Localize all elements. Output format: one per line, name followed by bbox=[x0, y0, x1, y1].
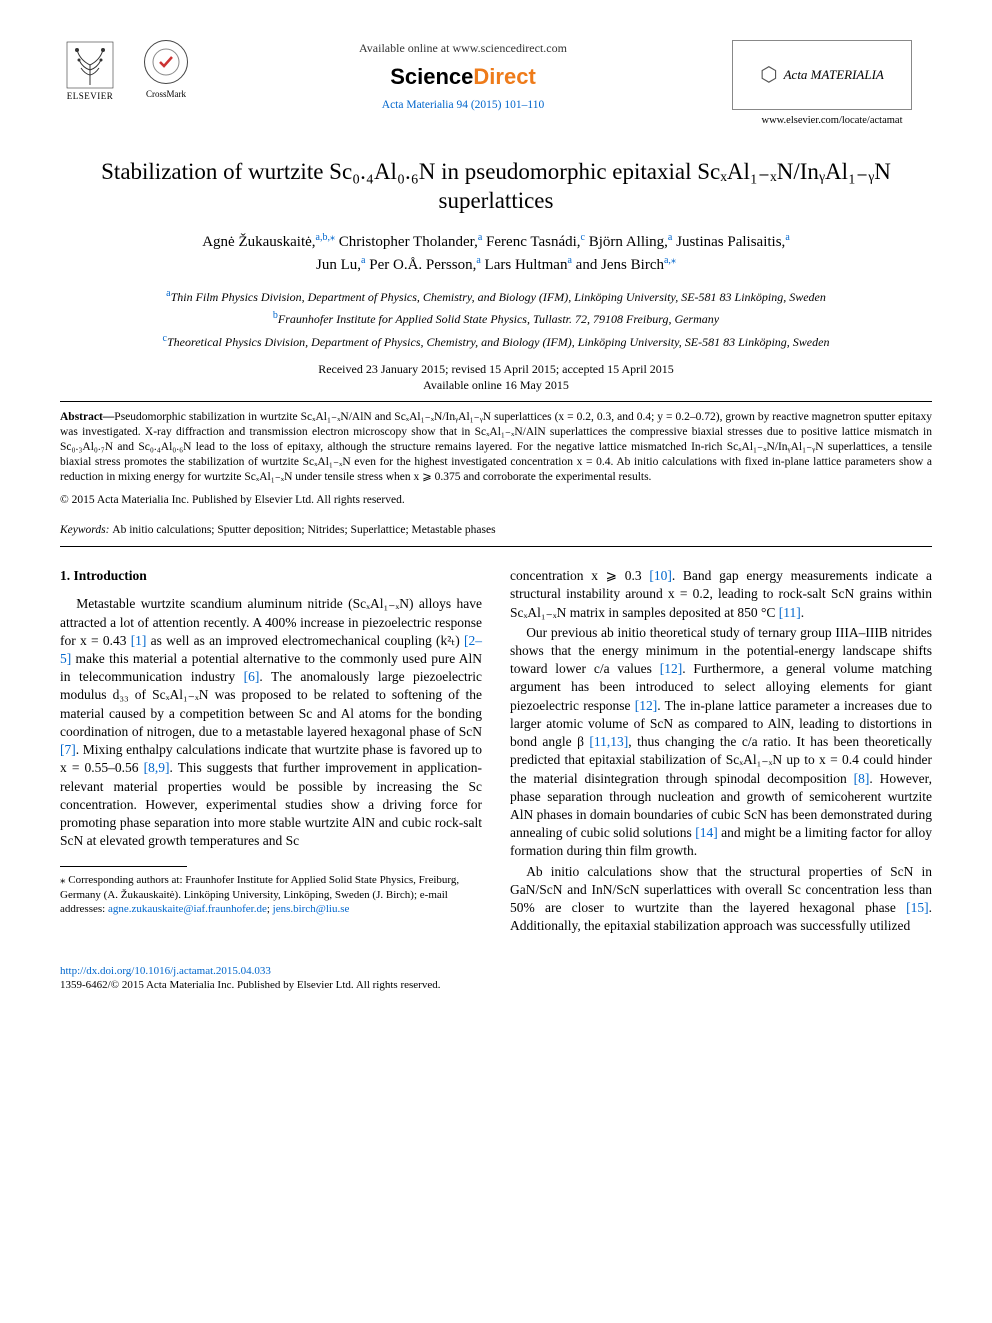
citation-link[interactable]: [12] bbox=[660, 661, 683, 676]
body-text: as well as an improved electromechanical… bbox=[146, 633, 464, 648]
doi-link[interactable]: http://dx.doi.org/10.1016/j.actamat.2015… bbox=[60, 965, 271, 977]
dates-online: Available online 16 May 2015 bbox=[423, 378, 569, 392]
citation-link[interactable]: [12] bbox=[635, 698, 658, 713]
author-affil[interactable]: a bbox=[567, 255, 571, 266]
author: Christopher Tholander, bbox=[339, 234, 478, 250]
author: Per O.Å. Persson, bbox=[369, 257, 476, 273]
journal-header: ELSEVIER CrossMark Available online at w… bbox=[60, 40, 932, 128]
copyright-line: © 2015 Acta Materialia Inc. Published by… bbox=[60, 493, 932, 509]
header-right: ⬡ Acta MATERIALIA www.elsevier.com/locat… bbox=[732, 40, 932, 128]
body-text: . bbox=[801, 605, 804, 620]
citation-link[interactable]: [8,9] bbox=[144, 760, 170, 775]
citation-link[interactable]: [11] bbox=[779, 605, 801, 620]
author: Lars Hultman bbox=[485, 257, 568, 273]
issn-copyright: 1359-6462/© 2015 Acta Materialia Inc. Pu… bbox=[60, 978, 932, 993]
dates-received: Received 23 January 2015; revised 15 Apr… bbox=[318, 362, 674, 376]
keywords-line: Keywords: Ab initio calculations; Sputte… bbox=[60, 523, 932, 539]
rule-bottom bbox=[60, 546, 932, 547]
intro-paragraph-1: Metastable wurtzite scandium aluminum ni… bbox=[60, 595, 482, 850]
elsevier-tree-icon bbox=[65, 40, 115, 90]
left-column: 1. Introduction Metastable wurtzite scan… bbox=[60, 567, 482, 937]
article-dates: Received 23 January 2015; revised 15 Apr… bbox=[60, 361, 932, 393]
crossmark-icon bbox=[152, 48, 180, 76]
author: Justinas Palisaitis, bbox=[676, 234, 785, 250]
intro-paragraph-3: Ab initio calculations show that the str… bbox=[510, 863, 932, 936]
citation-link[interactable]: [6] bbox=[244, 669, 260, 684]
author: Jun Lu, bbox=[316, 257, 361, 273]
affiliation-text: Theoretical Physics Division, Department… bbox=[167, 335, 829, 349]
page-footer: http://dx.doi.org/10.1016/j.actamat.2015… bbox=[60, 964, 932, 994]
author-affil[interactable]: a bbox=[668, 232, 672, 243]
author: Björn Alling, bbox=[589, 234, 668, 250]
body-text: Ab initio calculations show that the str… bbox=[510, 864, 932, 915]
abstract-text: Pseudomorphic stabilization in wurtzite … bbox=[60, 411, 932, 483]
affiliation-b: bFraunhofer Institute for Applied Solid … bbox=[120, 309, 872, 328]
body-text: concentration x ⩾ 0.3 bbox=[510, 568, 649, 583]
citation-link[interactable]: [8] bbox=[854, 771, 870, 786]
footnote-separator bbox=[60, 866, 187, 867]
section-1-heading: 1. Introduction bbox=[60, 567, 482, 585]
citation-link[interactable]: [14] bbox=[695, 825, 718, 840]
corresponding-star[interactable]: ⁎ bbox=[330, 232, 335, 243]
citation-link[interactable]: [1] bbox=[131, 633, 147, 648]
elsevier-label: ELSEVIER bbox=[67, 90, 114, 102]
abstract-label: Abstract— bbox=[60, 411, 114, 423]
right-column: concentration x ⩾ 0.3 [10]. Band gap ene… bbox=[510, 567, 932, 937]
body-columns: 1. Introduction Metastable wurtzite scan… bbox=[60, 567, 932, 937]
author-affil[interactable]: a bbox=[361, 255, 365, 266]
author-affil[interactable]: a, bbox=[664, 255, 671, 266]
journal-reference: Acta Materialia 94 (2015) 101–110 bbox=[204, 98, 722, 114]
journal-cover: ⬡ Acta MATERIALIA bbox=[732, 40, 912, 110]
crossmark-label: CrossMark bbox=[146, 88, 186, 100]
author-affil[interactable]: a bbox=[476, 255, 480, 266]
corresponding-star[interactable]: ⁎ bbox=[671, 255, 676, 266]
footnote-star: ⁎ bbox=[60, 874, 66, 886]
author-affil[interactable]: a bbox=[478, 232, 482, 243]
affiliation-a: aThin Film Physics Division, Department … bbox=[120, 287, 872, 306]
paper-title: Stabilization of wurtzite Sc₀.₄Al₀.₆N in… bbox=[100, 158, 892, 216]
citation-link[interactable]: [15] bbox=[906, 900, 929, 915]
author-affil[interactable]: c bbox=[581, 232, 585, 243]
author-affil[interactable]: a,b, bbox=[316, 232, 330, 243]
header-left-logos: ELSEVIER CrossMark bbox=[60, 40, 194, 110]
keywords-label: Keywords: bbox=[60, 524, 112, 536]
intro-paragraph-1-cont: concentration x ⩾ 0.3 [10]. Band gap ene… bbox=[510, 567, 932, 622]
citation-link[interactable]: [10] bbox=[649, 568, 672, 583]
elsevier-logo: ELSEVIER bbox=[60, 40, 120, 110]
affiliation-text: Thin Film Physics Division, Department o… bbox=[171, 290, 826, 304]
author: and Jens Birch bbox=[576, 257, 664, 273]
journal-ref-link[interactable]: Acta Materialia 94 (2015) 101–110 bbox=[382, 99, 544, 111]
journal-cover-title: Acta MATERIALIA bbox=[784, 66, 884, 84]
author-affil[interactable]: a bbox=[785, 232, 789, 243]
keywords-text: Ab initio calculations; Sputter depositi… bbox=[112, 524, 495, 536]
footnote-email-1[interactable]: agne.zukauskaite@iaf.fraunhofer.de bbox=[108, 903, 267, 915]
citation-link[interactable]: [7] bbox=[60, 742, 76, 757]
affiliation-text: Fraunhofer Institute for Applied Solid S… bbox=[278, 312, 719, 326]
header-center: Available online at www.sciencedirect.co… bbox=[194, 40, 732, 113]
abstract-block: Abstract—Pseudomorphic stabilization in … bbox=[60, 410, 932, 485]
intro-paragraph-2: Our previous ab initio theoretical study… bbox=[510, 624, 932, 861]
available-online-text: Available online at www.sciencedirect.co… bbox=[204, 40, 722, 56]
sd-suffix: Direct bbox=[473, 64, 535, 89]
corresponding-footnote: ⁎ Corresponding authors at: Fraunhofer I… bbox=[60, 873, 482, 916]
sciencedirect-logo: ScienceDirect bbox=[204, 62, 722, 92]
crossmark-badge[interactable]: CrossMark bbox=[138, 40, 194, 110]
citation-link[interactable]: [11,13] bbox=[589, 734, 628, 749]
author: Ferenc Tasnádi, bbox=[486, 234, 580, 250]
author: Agnė Žukauskaitė, bbox=[202, 234, 315, 250]
rule-top bbox=[60, 401, 932, 402]
footnote-email-2[interactable]: jens.birch@liu.se bbox=[273, 903, 350, 915]
authors-block: Agnė Žukauskaitė,a,b,⁎ Christopher Thola… bbox=[100, 230, 892, 277]
sd-prefix: Science bbox=[390, 64, 473, 89]
journal-url: www.elsevier.com/locate/actamat bbox=[732, 114, 932, 128]
hex-icon: ⬡ bbox=[760, 62, 777, 89]
affiliation-c: cTheoretical Physics Division, Departmen… bbox=[120, 332, 872, 351]
